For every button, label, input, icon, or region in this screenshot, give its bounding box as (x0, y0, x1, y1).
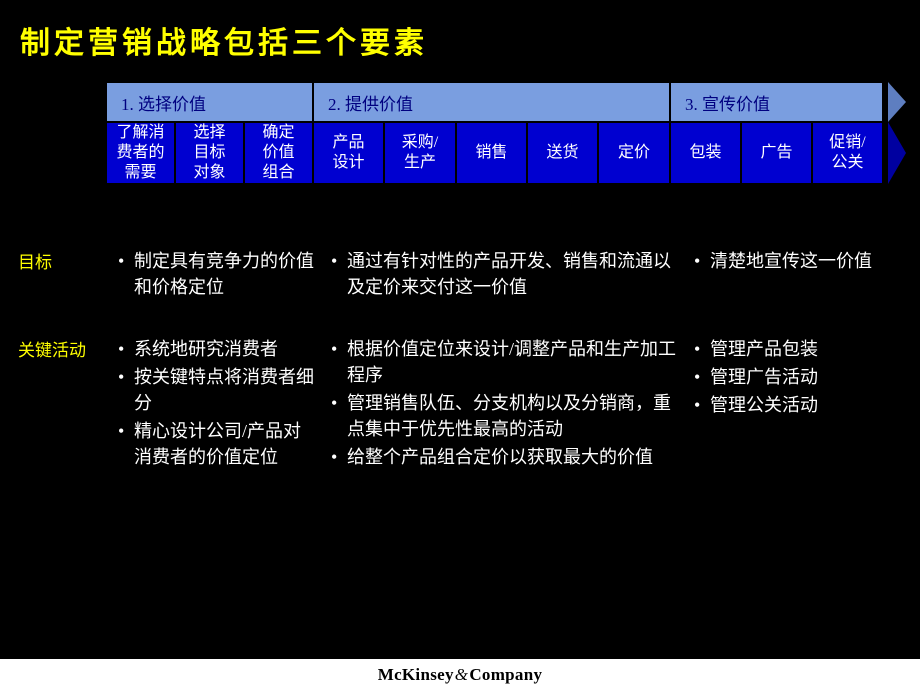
sub-cell: 产品 设计 (313, 122, 384, 184)
activities-col-1: 系统地研究消费者按关键特点将消费者细分精心设计公司/产品对消费者的价值定位 (118, 336, 318, 472)
diagram-cap-bottom (888, 122, 906, 184)
sub-cell: 促销/ 公关 (812, 122, 883, 184)
bullet-item: 给整个产品组合定价以获取最大的价值 (331, 444, 681, 470)
brand-part-b: Company (469, 665, 542, 684)
slide: 制定营销战略包括三个要素 1. 选择价值 2. 提供价值 3. 宣传价值 了解消… (0, 0, 920, 691)
header-choose-value: 1. 选择价值 (106, 82, 313, 122)
sub-cell: 广告 (741, 122, 812, 184)
bullet-item: 管理产品包装 (694, 336, 904, 362)
goals-col-2: 通过有针对性的产品开发、销售和流通以及定价来交付这一价值 (331, 248, 681, 302)
bullet-item: 系统地研究消费者 (118, 336, 318, 362)
bullet-item: 按关键特点将消费者细分 (118, 364, 318, 416)
goals-col-3: 清楚地宣传这一价值 (694, 248, 904, 276)
sub-cell: 定价 (598, 122, 670, 184)
sub-cell: 销售 (456, 122, 527, 184)
goals-col-1: 制定具有竞争力的价值和价格定位 (118, 248, 318, 302)
header-communicate-value: 3. 宣传价值 (670, 82, 883, 122)
header-row: 1. 选择价值 2. 提供价值 3. 宣传价值 (106, 82, 888, 122)
sub-cell: 采购/ 生产 (384, 122, 456, 184)
sub-cell: 确定 价值 组合 (244, 122, 313, 184)
value-chain-diagram: 1. 选择价值 2. 提供价值 3. 宣传价值 了解消 费者的 需要选择 目标 … (106, 82, 888, 184)
sub-cell: 了解消 费者的 需要 (106, 122, 175, 184)
bullet-item: 通过有针对性的产品开发、销售和流通以及定价来交付这一价值 (331, 248, 681, 300)
sub-cell: 送货 (527, 122, 598, 184)
bullet-item: 根据价值定位来设计/调整产品和生产加工程序 (331, 336, 681, 388)
bullet-item: 清楚地宣传这一价值 (694, 248, 904, 274)
mckinsey-logo: McKinsey&Company (378, 665, 543, 685)
bullet-item: 管理销售队伍、分支机构以及分销商，重点集中于优先性最高的活动 (331, 390, 681, 442)
activities-col-3: 管理产品包装管理广告活动管理公关活动 (694, 336, 904, 420)
bullet-item: 制定具有竞争力的价值和价格定位 (118, 248, 318, 300)
bullet-item: 管理广告活动 (694, 364, 904, 390)
sub-cell: 选择 目标 对象 (175, 122, 244, 184)
slide-title: 制定营销战略包括三个要素 (20, 18, 428, 62)
brand-part-a: McKinsey (378, 665, 454, 684)
header-provide-value: 2. 提供价值 (313, 82, 670, 122)
sub-row: 了解消 费者的 需要选择 目标 对象确定 价值 组合产品 设计采购/ 生产销售送… (106, 122, 888, 184)
diagram-cap-top (888, 82, 906, 122)
row-label-activities: 关键活动 (18, 336, 98, 361)
sub-cell: 包装 (670, 122, 741, 184)
activities-col-2: 根据价值定位来设计/调整产品和生产加工程序管理销售队伍、分支机构以及分销商，重点… (331, 336, 681, 472)
row-label-goals: 目标 (18, 248, 98, 273)
bullet-item: 精心设计公司/产品对消费者的价值定位 (118, 418, 318, 470)
footer-bar: McKinsey&Company (0, 659, 920, 691)
bullet-item: 管理公关活动 (694, 392, 904, 418)
ampersand-icon: & (454, 665, 470, 684)
